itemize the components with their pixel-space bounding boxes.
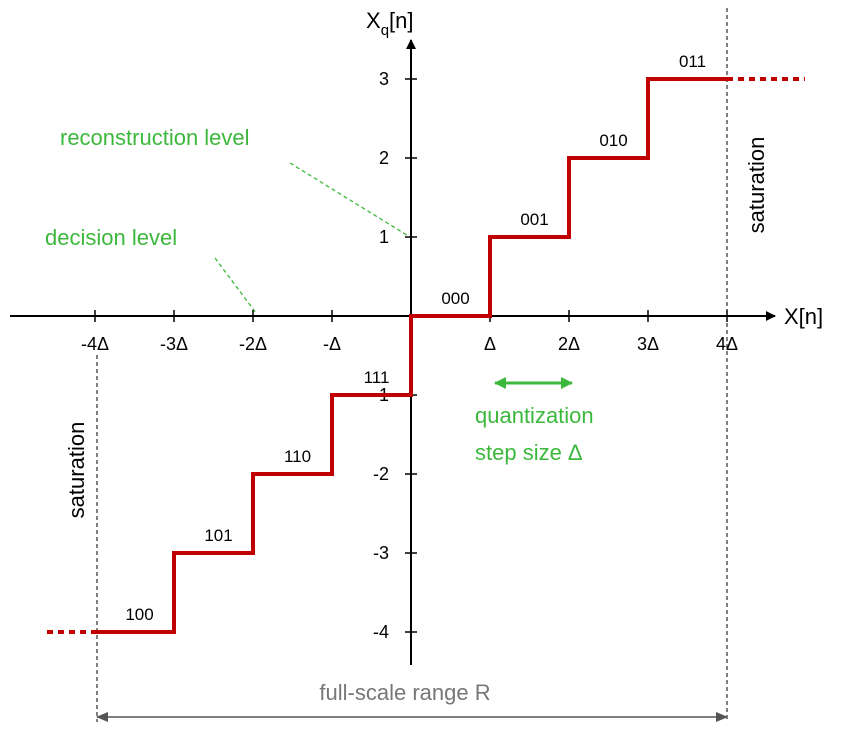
y-tick-label: -2 bbox=[373, 464, 389, 484]
y-tick-label: -3 bbox=[373, 543, 389, 563]
code-label: 110 bbox=[284, 447, 311, 466]
code-label: 010 bbox=[599, 131, 627, 150]
x-tick-label: 2Δ bbox=[558, 334, 580, 354]
x-axis-label: X[n] bbox=[784, 304, 823, 329]
code-label: 000 bbox=[441, 289, 469, 308]
staircase bbox=[95, 77, 727, 634]
code-label: 101 bbox=[204, 526, 232, 545]
x-tick-label: -4Δ bbox=[81, 334, 109, 354]
y-tick-label: 3 bbox=[379, 69, 389, 89]
annotation: decision level bbox=[45, 225, 177, 250]
annotation: step size Δ bbox=[475, 440, 583, 465]
annotation: reconstruction level bbox=[60, 125, 250, 150]
y-tick-label: 1 bbox=[379, 227, 389, 247]
y-axis-label: Xq[n] bbox=[366, 8, 414, 39]
y-axis-label-sub: q bbox=[381, 22, 389, 39]
annotation: quantization bbox=[475, 403, 594, 428]
leader-line bbox=[289, 162, 411, 238]
x-tick-label: 3Δ bbox=[637, 334, 659, 354]
y-tick-label: 2 bbox=[379, 148, 389, 168]
y-axis-label-main: X bbox=[366, 8, 381, 33]
y-axis-label-suffix: [n] bbox=[389, 8, 413, 33]
x-tick-label: -Δ bbox=[323, 334, 341, 354]
code-label: 001 bbox=[520, 210, 548, 229]
x-tick-label: 4Δ bbox=[716, 334, 738, 354]
annotation: saturation bbox=[64, 422, 89, 519]
staircase-group: -4Δ -3Δ -2Δ -Δ Δ 2Δ 3Δ 4Δ321-1-2-3-410010111011… bbox=[47, 52, 805, 642]
x-tick-label: -3Δ bbox=[160, 334, 188, 354]
code-label: 011 bbox=[679, 52, 706, 71]
code-label: 100 bbox=[125, 605, 153, 624]
annotation: saturation bbox=[744, 137, 769, 234]
code-label: 111 bbox=[364, 368, 390, 387]
x-tick-label: Δ bbox=[484, 334, 496, 354]
leader-line bbox=[214, 257, 257, 314]
x-tick-label: -2Δ bbox=[239, 334, 267, 354]
annotation: full-scale range R bbox=[319, 680, 490, 705]
y-tick-label: -4 bbox=[373, 622, 389, 642]
